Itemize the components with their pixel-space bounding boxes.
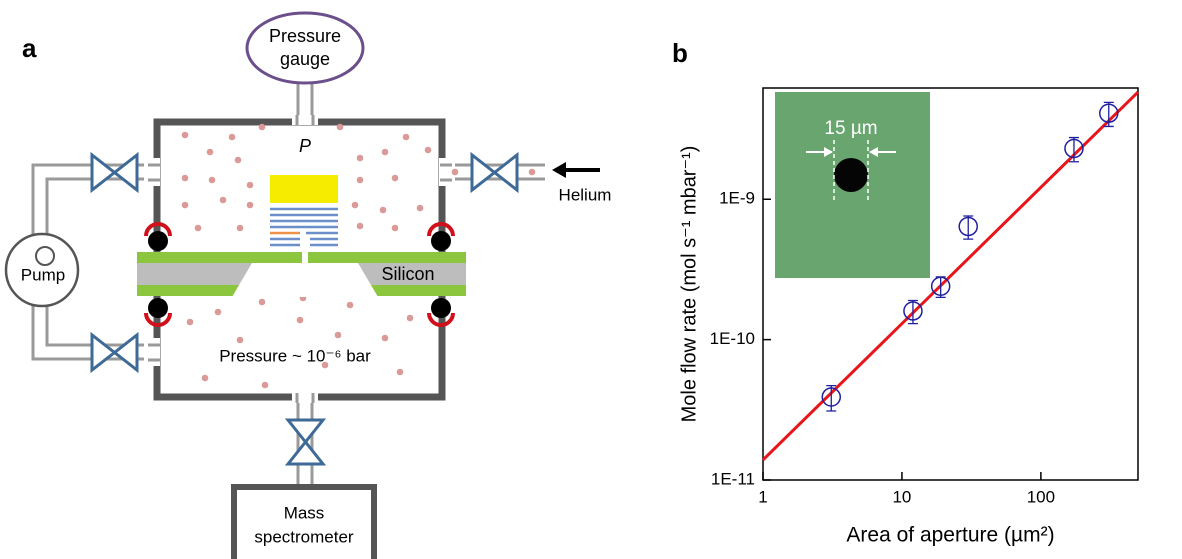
molecule [259,299,266,306]
graphite-layer [137,252,466,263]
molecule [380,207,387,214]
pump-label: Pump [21,265,65,284]
gauge-label: gauge [280,49,330,69]
molecule [417,205,424,212]
detector-label: Mass [284,503,325,522]
molecule [392,225,399,232]
y-axis-title: Mole flow rate (mol s⁻¹ mbar⁻¹) [678,146,700,423]
layers [270,209,338,245]
molecule [452,169,459,176]
valve [92,155,137,190]
molecule [202,375,209,382]
molecule [259,124,266,131]
molecule [392,175,399,182]
gas-arrow [552,162,566,178]
molecule [182,132,189,139]
figure: a Pressure gauge P Pump Helium Silicon P… [0,0,1182,559]
y-tick-label: 1E-10 [710,329,755,348]
detector-label: spectrometer [254,527,354,546]
molecule [382,335,389,342]
aperture [302,250,308,264]
molecule [207,149,214,156]
panel-label: a [22,33,37,63]
molecule [347,302,354,309]
molecule [403,134,410,141]
valve [92,335,137,370]
molecule [425,147,432,154]
molecule [297,317,304,324]
valve [472,155,517,190]
molecule [209,177,216,184]
plot: 15 µm 1E-11 1E-10 1E-9 1 10 100 Area of apertur… [678,88,1138,547]
x-tick-label: 10 [892,487,911,506]
x-tick-label: 100 [1027,487,1055,506]
molecule [357,155,364,162]
molecule [237,337,244,344]
molecule [397,369,404,376]
molecule [337,124,344,131]
capping-crystal [270,175,338,203]
molecule [335,332,342,339]
valve [288,420,323,464]
vacuum-label: Pressure ~ 10⁻⁶ bar [219,346,371,365]
molecule [182,202,189,209]
y-tick-label: 1E-9 [719,189,755,208]
molecule [182,175,189,182]
opening [232,263,378,297]
molecule [262,382,269,389]
inset-label: 15 µm [824,118,877,139]
inset-hole [834,158,868,192]
x-axis-title: Area of aperture (µm²) [846,524,1054,547]
panel-label: b [672,38,688,68]
membrane-label: Silicon [381,264,434,284]
molecule [237,225,244,232]
gap [144,338,160,366]
molecule [357,177,364,184]
molecule [229,134,236,141]
y-tick-label: 1E-11 [711,469,755,488]
molecule [407,315,414,322]
mass-spectrometer [234,487,374,559]
pressure-symbol: P [299,136,311,156]
gauge-label: Pressure [269,26,341,46]
molecule [382,149,389,156]
molecule [247,202,254,209]
molecule [352,202,359,209]
gap [144,158,160,186]
pump-rotor [36,247,54,265]
molecule [247,182,254,189]
molecule [357,223,364,230]
molecule [235,157,242,164]
x-tick-label: 1 [758,487,767,506]
gas-label: Helium [559,185,612,204]
molecule [529,169,536,176]
molecule [220,197,227,204]
molecule [215,309,222,316]
molecule [195,225,202,232]
molecule [187,319,194,326]
